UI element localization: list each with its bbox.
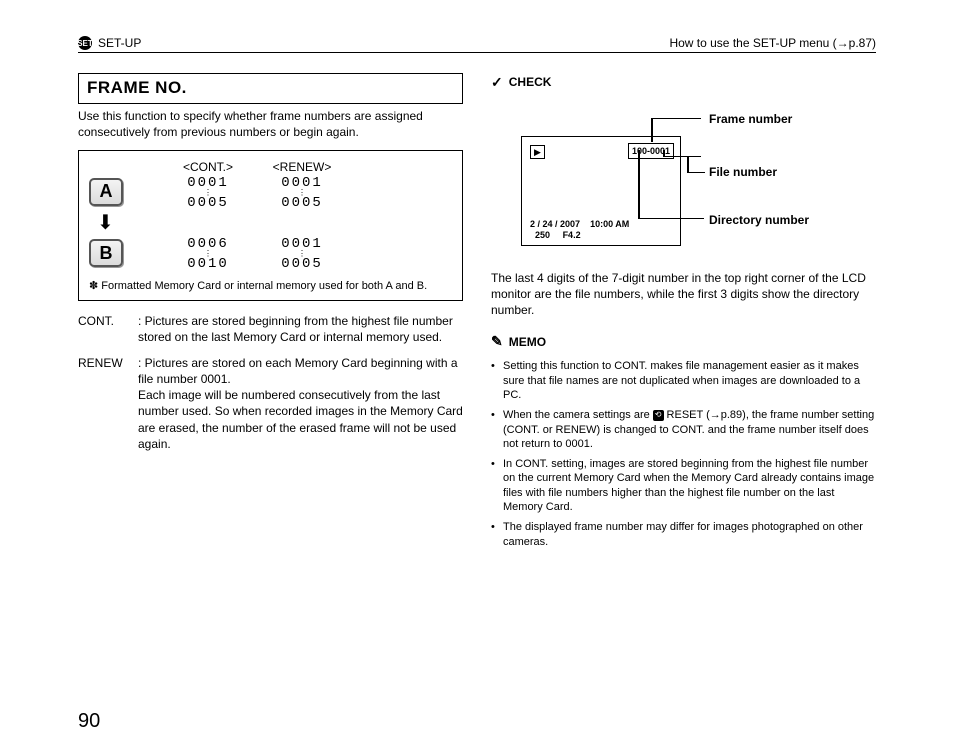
def-renew-label: RENEW (78, 355, 138, 452)
memo-item: The displayed frame number may differ fo… (491, 520, 876, 549)
callout-directory-number: Directory number (709, 212, 809, 228)
lcd-screen: ▶ 100 - 0001 2 / 24 / 2007 10:00 AM 250 … (521, 136, 681, 246)
right-column: ✓ CHECK ▶ 100 - 0001 2 / 24 / 2007 10:00… (491, 73, 876, 555)
down-arrow-icon: ⬇ (89, 213, 159, 233)
memo-item: Setting this function to CONT. makes fil… (491, 359, 876, 402)
diagram-note: ✽ Formatted Memory Card or internal memo… (89, 279, 452, 294)
col-head-renew: <RENEW> (257, 159, 347, 175)
memo-list: Setting this function to CONT. makes fil… (491, 359, 876, 549)
frame-no-title: FRAME NO. (78, 73, 463, 104)
memo-heading: ✎ MEMO (491, 332, 876, 351)
memo-icon: ✎ (491, 332, 503, 351)
page-number: 90 (78, 710, 100, 733)
def-cont-text: : Pictures are stored beginning from the… (138, 313, 463, 345)
left-column: FRAME NO. Use this function to specify w… (78, 73, 463, 555)
manual-page: SET SET-UP How to use the SET-UP menu (→… (78, 36, 876, 716)
callout-file-number: File number (709, 164, 777, 180)
reset-icon: ⟲ (653, 410, 664, 420)
setup-icon: SET (78, 36, 92, 50)
file-number: 0001 (650, 146, 670, 156)
col-head-cont: <CONT.> (163, 159, 253, 175)
page-header: SET SET-UP How to use the SET-UP menu (→… (78, 36, 876, 53)
def-cont-label: CONT. (78, 313, 138, 345)
def-renew-text: : Pictures are stored on each Memory Car… (138, 355, 463, 452)
play-icon: ▶ (530, 145, 545, 159)
badge-b: B (89, 239, 123, 267)
memo-item: In CONT. setting, images are stored begi… (491, 457, 876, 514)
intro-text: Use this function to specify whether fra… (78, 108, 463, 140)
a-renew-end: 0005 (257, 196, 347, 211)
b-cont-end: 0010 (163, 257, 253, 272)
memo-item: When the camera settings are ⟲ RESET (→p… (491, 408, 876, 451)
check-icon: ✓ (491, 73, 503, 92)
lcd-time: 10:00 AM (590, 219, 629, 229)
lcd-bottom-info: 2 / 24 / 2007 10:00 AM 250 F4.2 (530, 219, 629, 241)
definitions: CONT. : Pictures are stored beginning fr… (78, 313, 463, 453)
lcd-diagram: ▶ 100 - 0001 2 / 24 / 2007 10:00 AM 250 … (491, 100, 876, 260)
memo-label: MEMO (509, 334, 546, 350)
check-heading: ✓ CHECK (491, 73, 876, 92)
lcd-shutter: 250 (535, 230, 550, 240)
header-right: How to use the SET-UP menu (→p.87) (669, 36, 876, 50)
lcd-aperture: F4.2 (563, 230, 581, 240)
b-renew-end: 0005 (257, 257, 347, 272)
lcd-date: 2 / 24 / 2007 (530, 219, 580, 229)
badge-a: A (89, 178, 123, 206)
check-label: CHECK (509, 74, 552, 90)
columns: FRAME NO. Use this function to specify w… (78, 73, 876, 555)
frame-diagram: <CONT.> <RENEW> A 0001 0001 ⋮⋮ 0005 0005… (78, 150, 463, 300)
a-cont-end: 0005 (163, 196, 253, 211)
header-left: SET SET-UP (78, 36, 141, 50)
check-body: The last 4 digits of the 7-digit number … (491, 270, 876, 319)
callout-frame-number: Frame number (709, 111, 792, 127)
memo-item-2a: When the camera settings are (503, 409, 653, 421)
section-label: SET-UP (98, 36, 141, 50)
